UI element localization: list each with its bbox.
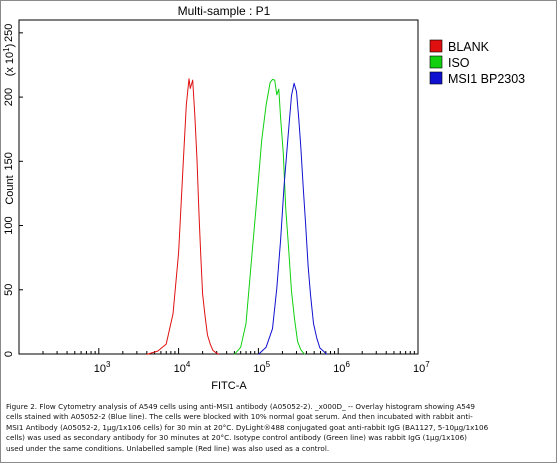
series-group: [146, 78, 328, 355]
x-axis-label: FITC-A: [211, 380, 247, 392]
x-minor-ticks: [42, 351, 415, 354]
y-axis-label: Count: [4, 175, 16, 204]
legend-label-blank: BLANK: [448, 40, 490, 54]
legend-swatch-iso: [429, 55, 443, 69]
y-tick-label: 250: [3, 24, 15, 42]
y-tick-label: 100: [3, 216, 15, 234]
y-tick-label: 200: [3, 88, 15, 106]
legend-label-iso: ISO: [448, 56, 470, 70]
legend-swatch-msi1: [429, 71, 443, 85]
x-tick-label: 103: [94, 360, 111, 375]
caption-line: cells) was used as secondary antibody fo…: [6, 433, 467, 443]
plot-area: [18, 19, 419, 355]
caption-line: used under the same conditions. Unlabell…: [6, 443, 330, 453]
svg-text:(x 101): (x 101): [2, 44, 16, 77]
legend-label-msi1: MSI1 BP2303: [448, 72, 525, 86]
legend: BLANK ISO MSI1 BP2303: [429, 39, 525, 86]
y-multiplier-label: (x 101): [2, 44, 16, 77]
x-tick-label: 104: [174, 360, 191, 375]
y-tick-label: 0: [3, 351, 15, 357]
flow-cytometry-histogram: Multi-sample : P1 103 104 105 106 107 0 50 100…: [2, 4, 525, 392]
legend-swatch-blank: [429, 39, 443, 53]
caption-line: Figure 2. Flow Cytometry analysis of A54…: [6, 402, 475, 411]
x-major-ticks: 103 104 105 106 107: [94, 348, 430, 375]
caption-line: cells stained with A05052-2 (Blue line).…: [6, 412, 473, 422]
y-ticks: 0 50 100 150 200 250: [3, 24, 23, 357]
y-tick-label: 150: [3, 152, 15, 170]
series-line-blank: [146, 78, 220, 355]
y-tick-label: 50: [3, 284, 15, 296]
x-tick-label: 105: [253, 360, 270, 375]
series-line-iso: [234, 78, 306, 355]
x-tick-label: 107: [413, 360, 430, 375]
chart-title: Multi-sample : P1: [178, 4, 271, 18]
figure-caption: Figure 2. Flow Cytometry analysis of A54…: [6, 402, 551, 454]
caption-line: MSI1 Antibody (A05052-2, 1µg/1x106 cells…: [6, 422, 489, 432]
series-line-msi1-bp2303: [258, 82, 328, 355]
x-tick-label: 106: [333, 360, 350, 375]
